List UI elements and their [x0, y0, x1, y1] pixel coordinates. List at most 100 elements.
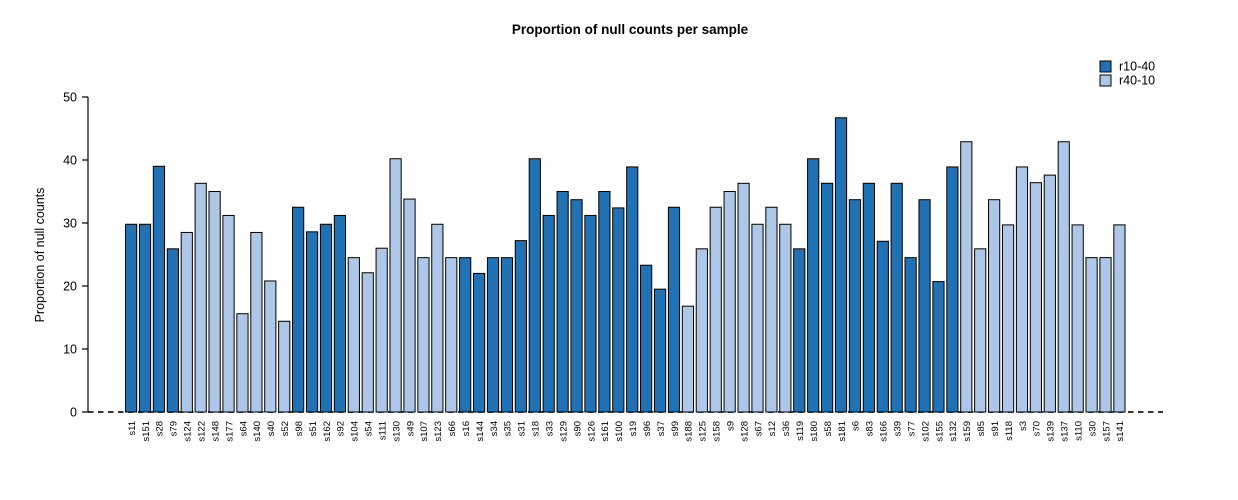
- bar-s85: [974, 248, 987, 413]
- x-tick-label: s64: [238, 421, 249, 436]
- bar-s125: [695, 248, 708, 413]
- x-tick-label: s181: [837, 421, 848, 442]
- x-tick-label: s140: [252, 421, 263, 442]
- x-tick-label: s141: [1115, 421, 1126, 442]
- x-tick-label: s37: [656, 421, 667, 436]
- bar-s157: [1099, 257, 1112, 413]
- x-tick-label: s157: [1101, 421, 1112, 442]
- x-tick-label: s66: [447, 421, 458, 436]
- x-tick-label: s155: [934, 421, 945, 442]
- x-tick-label: s128: [739, 421, 750, 442]
- x-tick-label: s58: [823, 421, 834, 436]
- bar-s110: [1071, 224, 1084, 413]
- x-tick-label: s118: [1004, 421, 1015, 441]
- x-tick-label: s137: [1060, 421, 1071, 442]
- bar-s3: [1015, 166, 1029, 413]
- bar-s96: [640, 264, 653, 413]
- bar-s180: [807, 158, 820, 413]
- x-tick-label: s34: [489, 421, 500, 436]
- bar-s100: [612, 207, 625, 413]
- bar-s35: [500, 257, 514, 413]
- x-tick-label: s16: [461, 421, 472, 436]
- y-tick-label: 10: [63, 342, 77, 356]
- x-tick-label: s126: [586, 421, 597, 442]
- x-tick-label: s159: [962, 421, 973, 442]
- x-tick-label: s100: [614, 421, 625, 442]
- bar-s128: [737, 182, 750, 413]
- x-tick-label: s92: [336, 421, 347, 436]
- x-tick-label: s35: [503, 421, 514, 436]
- x-tick-label: s19: [628, 421, 639, 436]
- legend-label: r10-40: [1119, 60, 1155, 74]
- x-tick-label: s130: [391, 421, 402, 442]
- x-tick-label: s11: [127, 421, 138, 436]
- bar-s36: [779, 223, 792, 413]
- x-tick-label: s107: [419, 421, 430, 442]
- x-tick-label: s9: [725, 421, 736, 431]
- bar-s31: [514, 240, 527, 413]
- x-tick-label: s96: [642, 421, 653, 436]
- bar-s49: [403, 198, 416, 413]
- x-tick-label: s33: [545, 421, 556, 436]
- bar-s107: [417, 257, 430, 413]
- x-tick-label: s18: [531, 421, 542, 436]
- x-tick-label: s161: [600, 421, 611, 442]
- x-tick-label: s85: [976, 421, 987, 436]
- bar-s161: [598, 191, 611, 413]
- x-tick-label: s83: [865, 421, 876, 436]
- bar-s123: [431, 223, 444, 413]
- bar-s39: [890, 182, 903, 413]
- bar-s132: [946, 166, 959, 413]
- bar-s83: [862, 182, 875, 413]
- x-tick-label: s162: [322, 421, 333, 442]
- x-tick-label: s79: [169, 421, 180, 436]
- bar-s79: [166, 248, 179, 413]
- bar-s70: [1029, 182, 1043, 413]
- bar-s54: [361, 272, 374, 413]
- bar-s137: [1057, 141, 1070, 413]
- bar-s9: [723, 191, 736, 413]
- bar-s102: [918, 199, 931, 413]
- bar-s6: [848, 199, 862, 413]
- plot-layer: 0 10 20 30 40 50 s11 s151 s28 s79 s124 s122 s148 s177…: [63, 90, 1163, 442]
- legend-label: r40-10: [1119, 74, 1155, 88]
- bar-s99: [667, 206, 681, 413]
- x-tick-label: s122: [197, 421, 208, 442]
- bar-s51: [305, 231, 319, 413]
- bar-s159: [960, 141, 973, 413]
- x-tick-label: s104: [350, 421, 361, 442]
- bar-s139: [1043, 174, 1056, 413]
- bar-s11: [125, 223, 138, 413]
- x-tick-label: s30: [1087, 421, 1098, 436]
- x-tick-label: s110: [1073, 421, 1084, 441]
- bar-s16: [459, 257, 472, 413]
- bar-s98: [292, 206, 305, 413]
- y-tick-label: 0: [70, 405, 77, 419]
- bar-s126: [584, 214, 597, 413]
- bar-s129: [556, 191, 569, 413]
- bar-s140: [250, 231, 263, 413]
- x-tick-label: s36: [781, 421, 792, 436]
- x-tick-label: s125: [698, 421, 709, 442]
- bar-s66: [445, 257, 458, 413]
- bar-s148: [208, 191, 221, 413]
- bar-s119: [793, 248, 806, 413]
- bar-s18: [528, 158, 541, 413]
- x-tick-label: s28: [155, 421, 166, 436]
- bar-s77: [904, 257, 917, 413]
- x-tick-label: s52: [280, 421, 291, 436]
- bar-s12: [765, 206, 778, 413]
- x-tick-label: s49: [405, 421, 416, 436]
- bar-s40: [264, 280, 277, 413]
- bar-s91: [988, 199, 1001, 413]
- bar-s124: [180, 231, 193, 413]
- legend-swatch-r10-40: [1099, 60, 1112, 73]
- x-tick-label: s67: [753, 421, 764, 436]
- x-tick-label: s151: [141, 421, 152, 442]
- y-tick-label: 20: [63, 279, 77, 293]
- y-tick-label: 30: [63, 216, 77, 230]
- x-tick-label: s177: [224, 421, 235, 442]
- bar-s52: [278, 320, 291, 413]
